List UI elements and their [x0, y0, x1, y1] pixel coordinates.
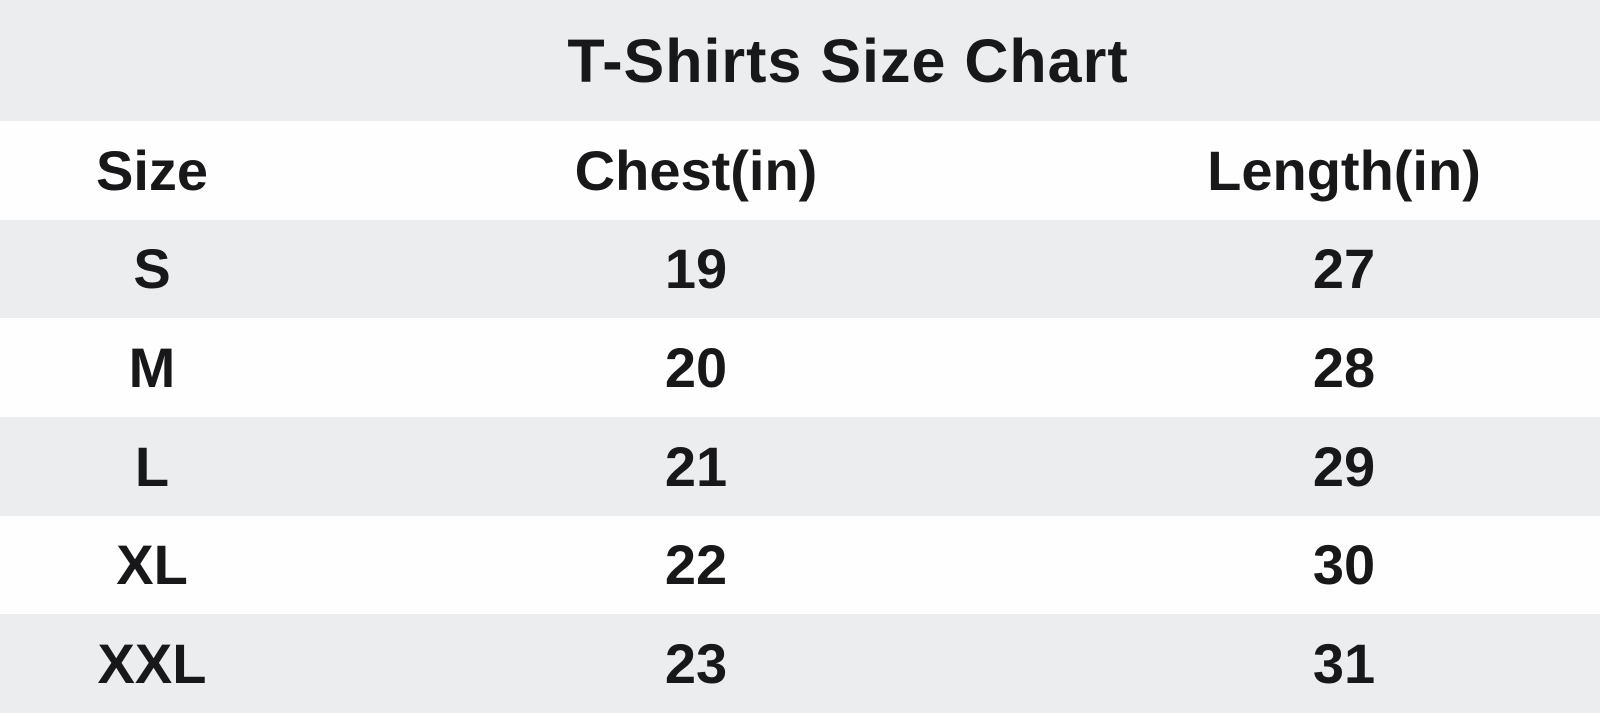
cell-size: XXL — [97, 632, 207, 696]
cell-chest: 19 — [664, 237, 728, 301]
table-row: S 19 27 — [0, 219, 1600, 319]
cell-chest: 22 — [664, 533, 728, 597]
page-title: T-Shirts Size Chart — [567, 26, 1129, 95]
cell-size: XL — [116, 533, 188, 597]
table-row: L 21 29 — [0, 416, 1600, 516]
cell-size: L — [134, 434, 170, 498]
title-band: T-Shirts Size Chart — [0, 0, 1600, 121]
cell-length: 28 — [1312, 336, 1376, 400]
cell-chest: 20 — [664, 336, 728, 400]
column-header-size: Size — [95, 138, 209, 202]
cell-length: 27 — [1312, 237, 1376, 301]
column-header-chest: Chest(in) — [574, 138, 818, 202]
cell-length: 30 — [1312, 533, 1376, 597]
cell-length: 29 — [1312, 434, 1376, 498]
column-header-length: Length(in) — [1207, 138, 1481, 202]
cell-size: S — [133, 237, 171, 301]
cell-length: 31 — [1312, 632, 1376, 696]
cell-size: M — [128, 336, 176, 400]
table-row: XL 22 30 — [0, 515, 1600, 615]
table-row: XXL 23 31 — [0, 614, 1600, 713]
cell-chest: 23 — [664, 632, 728, 696]
table-row: M 20 28 — [0, 318, 1600, 417]
table-header-row: Size Chest(in) Length(in) — [0, 121, 1600, 220]
cell-chest: 21 — [664, 434, 728, 498]
